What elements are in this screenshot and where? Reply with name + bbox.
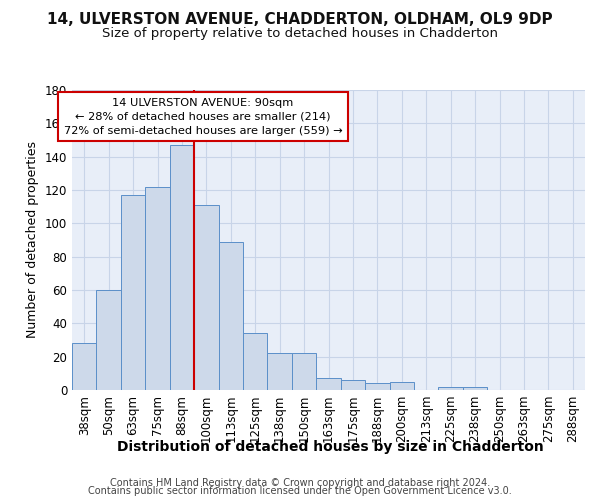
Bar bbox=[121, 195, 145, 390]
Bar bbox=[97, 290, 121, 390]
Bar bbox=[316, 378, 341, 390]
Bar bbox=[365, 384, 389, 390]
Bar bbox=[243, 334, 268, 390]
Bar bbox=[145, 186, 170, 390]
Bar bbox=[389, 382, 414, 390]
Bar bbox=[268, 354, 292, 390]
Text: 14, ULVERSTON AVENUE, CHADDERTON, OLDHAM, OL9 9DP: 14, ULVERSTON AVENUE, CHADDERTON, OLDHAM… bbox=[47, 12, 553, 28]
Bar bbox=[194, 205, 218, 390]
Text: Contains HM Land Registry data © Crown copyright and database right 2024.: Contains HM Land Registry data © Crown c… bbox=[110, 478, 490, 488]
Text: Size of property relative to detached houses in Chadderton: Size of property relative to detached ho… bbox=[102, 28, 498, 40]
Text: Distribution of detached houses by size in Chadderton: Distribution of detached houses by size … bbox=[116, 440, 544, 454]
Bar bbox=[439, 386, 463, 390]
Bar bbox=[170, 145, 194, 390]
Bar bbox=[72, 344, 97, 390]
Bar bbox=[292, 354, 316, 390]
Text: Contains public sector information licensed under the Open Government Licence v3: Contains public sector information licen… bbox=[88, 486, 512, 496]
Text: 14 ULVERSTON AVENUE: 90sqm
← 28% of detached houses are smaller (214)
72% of sem: 14 ULVERSTON AVENUE: 90sqm ← 28% of deta… bbox=[64, 98, 342, 136]
Bar bbox=[341, 380, 365, 390]
Bar bbox=[463, 386, 487, 390]
Y-axis label: Number of detached properties: Number of detached properties bbox=[26, 142, 39, 338]
Bar bbox=[218, 242, 243, 390]
